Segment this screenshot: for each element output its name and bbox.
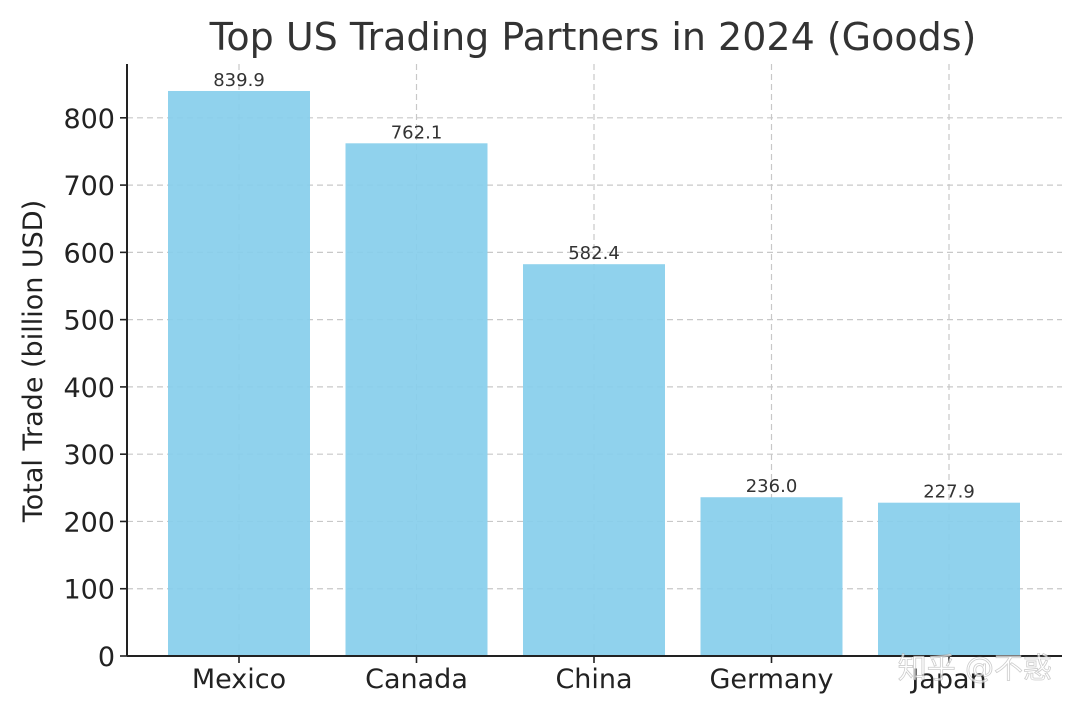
x-tick-label: Canada xyxy=(365,664,468,695)
watermark-text: 知乎 @不惑 xyxy=(898,651,1052,685)
x-tick-label: Japan xyxy=(909,664,986,695)
y-tick-label: 100 xyxy=(63,575,115,606)
y-tick-label: 300 xyxy=(63,440,115,471)
y-tick-label: 800 xyxy=(63,104,115,135)
y-tick-label: 0 xyxy=(98,642,115,673)
labels: 0 100 200 300 400 500 600 700 800 Mexico Canada Chi… xyxy=(63,70,986,695)
bar-mexico xyxy=(168,90,310,656)
data-label: 227.9 xyxy=(923,482,975,503)
axes xyxy=(120,64,1062,663)
bar-china xyxy=(523,264,665,656)
y-tick-label: 600 xyxy=(63,238,115,269)
y-tick-label: 500 xyxy=(63,306,115,337)
data-label: 762.1 xyxy=(391,122,443,143)
y-tick-label: 700 xyxy=(63,171,115,202)
bar-germany xyxy=(700,497,843,656)
chart-title: Top US Trading Partners in 2024 (Goods) xyxy=(209,15,977,59)
y-axis-label: Total Trade (billion USD) xyxy=(18,200,49,523)
data-label: 582.4 xyxy=(568,243,620,264)
x-tick-label: Mexico xyxy=(192,664,286,695)
y-tick-label: 200 xyxy=(63,507,115,538)
x-tick-label: China xyxy=(555,664,632,695)
y-tick-label: 400 xyxy=(63,373,115,404)
bars xyxy=(168,90,1020,656)
bar-canada xyxy=(345,143,488,656)
x-tick-label: Germany xyxy=(709,664,833,695)
data-label: 236.0 xyxy=(746,476,798,497)
bar-japan xyxy=(878,502,1020,656)
data-label: 839.9 xyxy=(213,70,265,91)
